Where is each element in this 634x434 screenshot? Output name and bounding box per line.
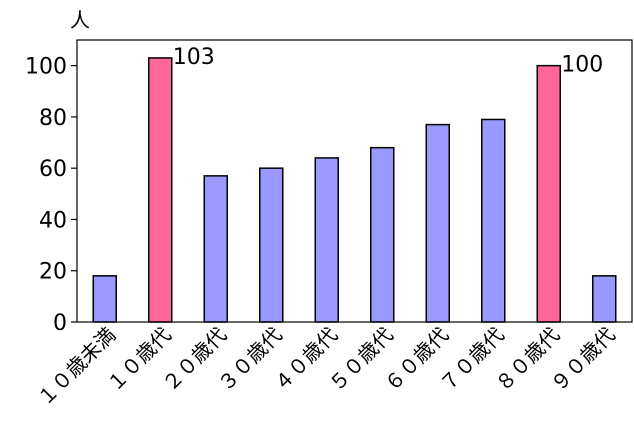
category-labels: １０歳未満１０歳代２０歳代３０歳代４０歳代５０歳代６０歳代７０歳代８０歳代９０歳… bbox=[33, 323, 620, 411]
bars bbox=[92, 57, 617, 323]
bar bbox=[259, 167, 284, 323]
bar bbox=[370, 146, 395, 323]
y-tick-label: 0 bbox=[53, 311, 67, 336]
y-tick-label: 40 bbox=[39, 208, 67, 233]
data-labels: 103 100 bbox=[173, 45, 604, 78]
y-tick-label: 100 bbox=[25, 55, 67, 80]
y-axis-ticks: 0 20 40 60 80 100 bbox=[25, 55, 77, 336]
bar bbox=[425, 123, 450, 323]
bar bbox=[536, 64, 561, 323]
y-tick-label: 80 bbox=[39, 106, 67, 131]
bar bbox=[592, 275, 617, 323]
y-axis-unit-label: 人 bbox=[70, 8, 90, 32]
bar bbox=[481, 118, 506, 323]
x-category-label: １０歳未満 bbox=[33, 323, 121, 411]
bar bbox=[92, 275, 117, 323]
y-tick-label: 20 bbox=[39, 260, 67, 285]
data-label: 100 bbox=[561, 53, 603, 78]
bar bbox=[148, 57, 173, 323]
bar bbox=[203, 175, 228, 323]
y-tick-label: 60 bbox=[39, 157, 67, 182]
plot-area-frame bbox=[76, 39, 633, 323]
bar bbox=[314, 157, 339, 323]
data-label: 103 bbox=[173, 45, 215, 70]
